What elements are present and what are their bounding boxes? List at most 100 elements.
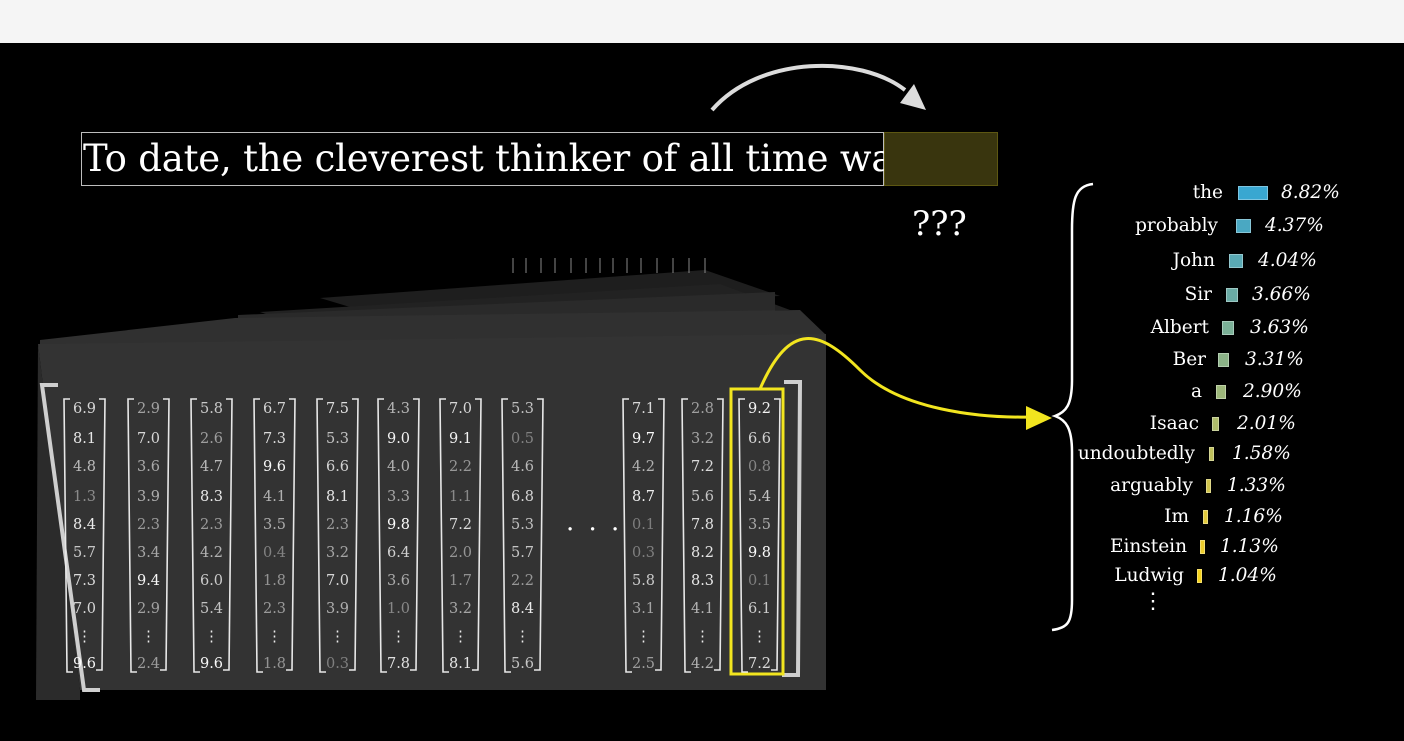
embedding-vector: 9.2 6.6 0.8 5.4 3.5 9.8 0.1 6.1 ⋮ 7.2 bbox=[737, 0, 782, 672]
probability-value: 8.82% bbox=[1281, 182, 1340, 203]
vector-value: 4.6 bbox=[510, 459, 535, 475]
probability-value: 1.58% bbox=[1232, 443, 1291, 464]
vector-value: 5.8 bbox=[631, 573, 656, 589]
probability-bar bbox=[1222, 321, 1234, 335]
vector-value: 0.5 bbox=[510, 431, 535, 447]
top-bar bbox=[0, 0, 1404, 43]
vector-value: 3.3 bbox=[386, 489, 411, 505]
probability-value: 4.37% bbox=[1265, 215, 1324, 236]
vector-value: 6.8 bbox=[510, 489, 535, 505]
vector-value: 0.3 bbox=[325, 656, 350, 672]
vector-value: 4.2 bbox=[199, 545, 224, 561]
vector-value: 6.7 bbox=[262, 401, 287, 417]
vector-value: 8.1 bbox=[72, 431, 97, 447]
vector-value: 7.8 bbox=[386, 656, 411, 672]
probability-bar bbox=[1203, 510, 1208, 524]
vector-right-bracket bbox=[96, 398, 106, 671]
vector-left-bracket bbox=[501, 398, 511, 673]
vector-value: 2.5 bbox=[631, 656, 656, 672]
vector-left-bracket bbox=[377, 398, 387, 673]
vector-value: 2.0 bbox=[448, 545, 473, 561]
vector-value: 4.1 bbox=[690, 601, 715, 617]
vector-value: 6.4 bbox=[386, 545, 411, 561]
vector-right-bracket bbox=[349, 398, 359, 671]
vector-value: 9.2 bbox=[747, 401, 772, 417]
vector-value: ⋮ bbox=[141, 629, 156, 645]
probability-bar bbox=[1236, 219, 1251, 233]
token-label: Isaac bbox=[1149, 413, 1199, 434]
vector-value: 0.1 bbox=[631, 517, 656, 533]
vector-right-bracket bbox=[771, 398, 781, 671]
vector-value: 0.4 bbox=[262, 545, 287, 561]
vector-value: 8.4 bbox=[72, 517, 97, 533]
vector-right-bracket bbox=[160, 398, 170, 671]
vector-value: 5.4 bbox=[747, 489, 772, 505]
vector-value: 7.0 bbox=[325, 573, 350, 589]
probability-bar bbox=[1229, 254, 1243, 268]
token-label: Ber bbox=[1172, 349, 1206, 370]
vector-value: 9.6 bbox=[262, 459, 287, 475]
vector-value: 2.2 bbox=[510, 573, 535, 589]
vector-value: 1.7 bbox=[448, 573, 473, 589]
vector-value: 9.1 bbox=[448, 431, 473, 447]
vector-left-bracket bbox=[622, 398, 632, 673]
vector-value: ⋮ bbox=[752, 629, 767, 645]
vector-value: 3.1 bbox=[631, 601, 656, 617]
probability-value: 4.04% bbox=[1258, 250, 1317, 271]
vector-value: 9.4 bbox=[136, 573, 161, 589]
probability-value: 1.33% bbox=[1227, 475, 1286, 496]
vector-value: 3.9 bbox=[325, 601, 350, 617]
vector-value: 8.1 bbox=[325, 489, 350, 505]
vector-right-bracket bbox=[223, 398, 233, 671]
vector-value: 9.0 bbox=[386, 431, 411, 447]
vector-value: 4.8 bbox=[72, 459, 97, 475]
probability-value: 3.31% bbox=[1245, 349, 1304, 370]
vector-value: 2.3 bbox=[136, 517, 161, 533]
vector-value: 4.7 bbox=[199, 459, 224, 475]
token-label: Im bbox=[1164, 506, 1189, 527]
vector-value: 4.2 bbox=[631, 459, 656, 475]
vector-value: 3.5 bbox=[747, 517, 772, 533]
vector-value: 7.0 bbox=[448, 401, 473, 417]
embedding-vector: 2.8 3.2 7.2 5.6 7.8 8.2 8.3 4.1 ⋮ 4.2 bbox=[680, 0, 725, 672]
probability-value: 3.63% bbox=[1250, 317, 1309, 338]
vector-value: ⋮ bbox=[77, 629, 92, 645]
probability-bar bbox=[1216, 385, 1226, 399]
vector-left-bracket bbox=[127, 398, 137, 673]
vector-value: 6.6 bbox=[747, 431, 772, 447]
vector-value: 6.1 bbox=[747, 601, 772, 617]
vector-value: ⋮ bbox=[515, 629, 530, 645]
probability-bar bbox=[1200, 540, 1205, 554]
vector-value: ⋮ bbox=[453, 629, 468, 645]
vector-value: 3.2 bbox=[325, 545, 350, 561]
probability-value: 1.16% bbox=[1224, 506, 1283, 527]
token-label: John bbox=[1172, 250, 1215, 271]
probability-bar bbox=[1206, 479, 1211, 493]
vector-value: 5.3 bbox=[510, 401, 535, 417]
probability-bar bbox=[1197, 569, 1202, 583]
vector-value: 9.8 bbox=[386, 517, 411, 533]
vector-value: 8.4 bbox=[510, 601, 535, 617]
vector-value: 8.3 bbox=[199, 489, 224, 505]
probability-value: 3.66% bbox=[1252, 284, 1311, 305]
vector-value: 1.0 bbox=[386, 601, 411, 617]
vector-value: 4.0 bbox=[386, 459, 411, 475]
vector-value: 2.3 bbox=[199, 517, 224, 533]
embedding-vector: 5.8 2.6 4.7 8.3 2.3 4.2 6.0 5.4 ⋮ 9.6 bbox=[189, 0, 234, 672]
vector-value: 3.4 bbox=[136, 545, 161, 561]
token-label: probably bbox=[1135, 215, 1218, 236]
vector-value: 7.0 bbox=[72, 601, 97, 617]
embedding-vector: 7.1 9.7 4.2 8.7 0.1 0.3 5.8 3.1 ⋮ 2.5 bbox=[621, 0, 666, 672]
vector-right-bracket bbox=[714, 398, 724, 671]
token-label: a bbox=[1190, 381, 1202, 402]
vector-value: 2.4 bbox=[136, 656, 161, 672]
vector-value: 8.7 bbox=[631, 489, 656, 505]
vector-value: 8.1 bbox=[448, 656, 473, 672]
probability-bar bbox=[1238, 186, 1268, 200]
vector-value: 4.1 bbox=[262, 489, 287, 505]
vector-value: 5.4 bbox=[199, 601, 224, 617]
vector-value: 8.3 bbox=[690, 573, 715, 589]
vector-value: 5.3 bbox=[325, 431, 350, 447]
token-label: arguably bbox=[1110, 475, 1193, 496]
